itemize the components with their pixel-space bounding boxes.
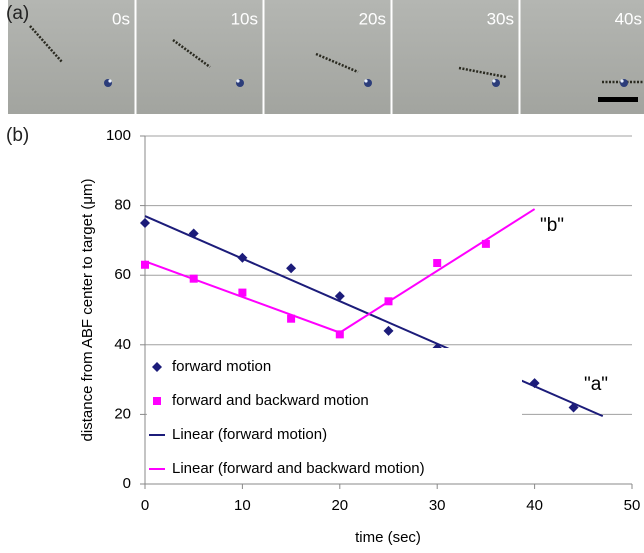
x-tick-label: 10 (234, 497, 251, 514)
x-tick-label: 30 (429, 497, 446, 514)
rod (29, 25, 63, 63)
frame-label: 40s (615, 9, 642, 28)
x-tick-label: 50 (624, 497, 641, 514)
legend-label: Linear (forward and backward motion) (172, 460, 425, 477)
frame-label: 0s (112, 9, 130, 28)
diamond-marker (334, 291, 345, 302)
x-tick-label: 0 (141, 497, 149, 514)
target-glint (620, 79, 624, 83)
target-glint (108, 79, 112, 83)
frame-label: 10s (231, 9, 258, 28)
image-frame (392, 0, 519, 114)
target-glint (364, 79, 368, 83)
y-tick-label: 40 (114, 336, 131, 353)
diamond-marker (140, 218, 150, 228)
legend-marker (153, 397, 161, 405)
square-marker (238, 288, 247, 297)
legend-marker (152, 362, 162, 372)
legend-box (147, 348, 522, 482)
image-strip: 0s 10s 20s 30s 40s (8, 0, 644, 114)
square-marker (141, 260, 149, 269)
panel-label: (a) (6, 3, 29, 24)
image-frame (520, 0, 644, 114)
y-tick-label: 100 (106, 127, 131, 144)
frame-label: 30s (487, 9, 514, 28)
square-marker (335, 330, 344, 339)
annotation: "b" (540, 215, 564, 236)
y-tick-label: 20 (114, 405, 131, 422)
image-frame (136, 0, 263, 114)
rod (172, 38, 211, 69)
y-tick-label: 60 (114, 266, 131, 283)
rod (458, 66, 507, 79)
annotation: "a" (584, 374, 608, 395)
image-frame (8, 0, 135, 114)
legend-label: forward motion (172, 358, 271, 375)
target-glint (236, 79, 240, 83)
diamond-marker (383, 325, 394, 336)
frame-label: 20s (359, 9, 386, 28)
diamond-marker (286, 263, 297, 274)
legend-label: forward and backward motion (172, 392, 369, 409)
legend-label: Linear (forward motion) (172, 426, 327, 443)
square-marker (481, 239, 490, 248)
scale-bar (598, 97, 638, 102)
rod (315, 52, 359, 74)
y-axis-label: distance from ABF center to target (μm) (79, 179, 96, 442)
y-tick-label: 80 (114, 197, 131, 214)
x-tick-label: 40 (526, 497, 543, 514)
x-tick-label: 20 (331, 497, 348, 514)
square-marker (287, 314, 296, 323)
y-tick-label: 0 (123, 475, 131, 492)
trend-line (144, 215, 604, 418)
square-marker (433, 259, 442, 268)
x-axis-label: time (sec) (355, 529, 421, 546)
target-glint (492, 79, 496, 83)
panel-label: (b) (6, 125, 29, 146)
trend-line (144, 208, 536, 334)
image-frame (264, 0, 391, 114)
